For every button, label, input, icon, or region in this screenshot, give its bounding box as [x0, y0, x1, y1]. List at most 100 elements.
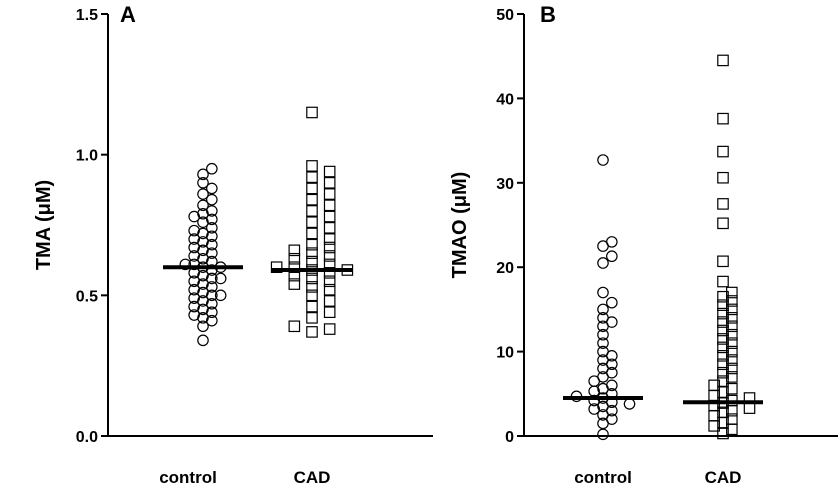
data-point-control — [188, 210, 200, 223]
data-point-CAD — [726, 286, 738, 299]
data-point-CAD — [306, 182, 318, 195]
y-tick-label: 20 — [496, 260, 514, 277]
data-point-control — [206, 205, 218, 217]
data-point-CAD — [306, 281, 318, 293]
data-point-CAD — [717, 299, 729, 311]
data-point-CAD — [717, 324, 729, 337]
data-point-control — [597, 312, 609, 324]
panel-a: A 0.0 0.5 1.0 1.5 control CAD TMA (μM) — [33, 2, 433, 487]
data-point-CAD — [717, 145, 729, 158]
data-point-control — [214, 272, 227, 285]
data-point-control — [197, 188, 209, 200]
data-point-CAD — [306, 193, 318, 206]
data-point-control — [597, 428, 609, 441]
y-tick-label: 0.5 — [76, 288, 98, 305]
data-point-control — [206, 289, 218, 302]
data-point-CAD — [323, 295, 336, 307]
data-point-control — [197, 199, 209, 212]
data-point-control — [206, 213, 218, 226]
data-point-CAD — [323, 233, 336, 245]
data-point-control — [206, 281, 218, 293]
y-tick-label: 40 — [496, 91, 514, 108]
data-point-CAD — [306, 272, 318, 285]
data-point-control — [206, 306, 218, 319]
data-point-CAD — [717, 112, 729, 125]
data-point-control — [188, 283, 200, 296]
data-point-CAD — [288, 261, 301, 273]
y-tick-label: 1.0 — [76, 148, 98, 165]
data-point-CAD — [717, 406, 729, 419]
panel-b: B 0 10 20 30 40 50 control CAD TMAO (μM) — [449, 2, 838, 487]
panel-b-medians — [563, 396, 763, 405]
data-point-control — [179, 258, 192, 271]
panel-a-x-label-cad: CAD — [294, 468, 331, 487]
data-point-CAD — [288, 278, 301, 290]
data-point-CAD — [323, 250, 336, 262]
data-point-CAD — [306, 216, 318, 228]
data-point-control — [206, 247, 218, 259]
panel-b-x-label-control: control — [574, 468, 632, 487]
data-point-control — [606, 379, 618, 392]
data-point-control — [623, 398, 636, 410]
data-point-CAD — [726, 295, 738, 307]
data-point-control — [188, 241, 200, 254]
data-point-CAD — [717, 350, 729, 362]
data-point-CAD — [323, 306, 336, 319]
data-point-CAD — [323, 199, 336, 212]
data-point-CAD — [726, 345, 738, 358]
data-point-CAD — [306, 171, 318, 183]
data-point-control — [206, 230, 218, 243]
data-point-CAD — [717, 375, 729, 387]
data-point-CAD — [306, 205, 318, 217]
data-point-CAD — [726, 328, 738, 341]
data-point-control — [188, 309, 200, 321]
data-point-control — [188, 250, 200, 262]
data-point-CAD — [726, 354, 738, 366]
data-point-control — [197, 252, 209, 265]
data-point-CAD — [306, 238, 318, 251]
data-point-control — [188, 258, 200, 271]
data-point-CAD — [306, 227, 318, 240]
panel-a-y-axis-title: TMA (μM) — [33, 180, 55, 270]
data-point-control — [206, 222, 218, 234]
data-point-CAD — [306, 160, 318, 172]
data-point-control — [188, 300, 200, 313]
data-point-control — [206, 238, 218, 251]
panel-a-medians — [163, 265, 352, 273]
data-point-control — [588, 394, 600, 407]
y-tick-label: 0 — [505, 429, 514, 446]
data-point-control — [206, 264, 218, 276]
data-point-control — [197, 227, 209, 240]
data-point-control — [588, 403, 600, 415]
data-point-control — [188, 292, 200, 304]
panel-a-y-ticks: 0.0 0.5 1.0 1.5 — [76, 7, 108, 446]
panel-a-points — [179, 106, 354, 347]
data-point-CAD — [323, 165, 336, 178]
data-point-control — [597, 337, 609, 349]
data-point-control — [197, 207, 209, 220]
data-point-CAD — [306, 106, 318, 119]
data-point-control — [214, 289, 227, 302]
panel-b-y-ticks: 0 10 20 30 40 50 — [496, 7, 524, 446]
data-point-CAD — [323, 241, 336, 254]
data-point-control — [597, 286, 609, 299]
data-point-control — [197, 278, 209, 290]
data-point-control — [197, 236, 209, 248]
data-point-CAD — [270, 261, 283, 273]
data-point-CAD — [717, 358, 729, 371]
data-point-CAD — [726, 320, 738, 333]
data-point-control — [188, 233, 200, 245]
data-point-control — [197, 334, 209, 347]
data-point-control — [197, 177, 209, 189]
data-point-CAD — [717, 54, 729, 67]
data-point-control — [197, 286, 209, 299]
data-point-control — [197, 244, 209, 257]
panel-b-points — [570, 54, 756, 441]
data-point-CAD — [306, 255, 318, 268]
data-point-CAD — [288, 320, 301, 333]
data-point-CAD — [726, 382, 738, 395]
panel-a-letter: A — [120, 2, 136, 27]
data-point-CAD — [323, 267, 336, 279]
data-point-control — [206, 182, 218, 195]
